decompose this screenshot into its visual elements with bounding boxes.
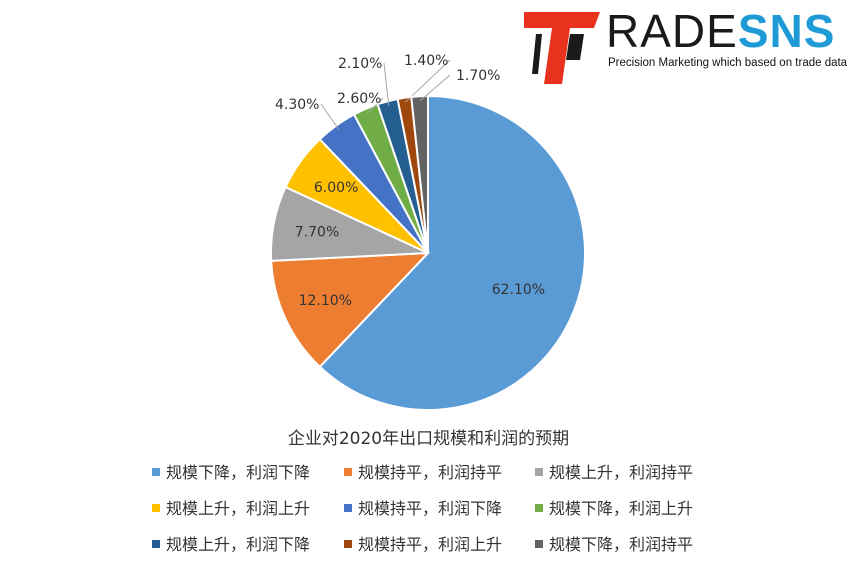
pie-data-label-6: 2.60% [337, 91, 381, 107]
legend-item-4: 规模上升，利润上升 [152, 498, 310, 520]
legend-item-7: 规模上升，利润下降 [152, 534, 310, 556]
legend-item-1: 规模下降，利润下降 [152, 462, 310, 484]
legend-label-8: 规模持平，利润上升 [358, 535, 503, 554]
chart-title: 企业对2020年出口规模和利润的预期 [287, 429, 570, 449]
legend-swatch-7 [152, 539, 160, 548]
legend-swatch-9 [535, 539, 543, 548]
logo-t-mark [524, 12, 600, 84]
legend-item-3: 规模上升，利润持平 [535, 462, 693, 484]
logo-tagline: Precision Marketing which based on trade… [608, 57, 848, 69]
pie-data-label-7: 2.10% [338, 56, 382, 72]
legend-swatch-3 [535, 467, 543, 476]
legend-swatch-1 [152, 467, 160, 476]
pie-leader-line-7 [383, 62, 390, 106]
legend-swatch-4 [152, 503, 160, 512]
pie-leader-line-6 [367, 97, 384, 114]
pie-leader-line-5 [320, 103, 340, 130]
legend-label-1: 规模下降，利润下降 [166, 463, 311, 482]
pie-data-label-1: 62.10% [492, 282, 545, 298]
legend-label-5: 规模持平，利润下降 [358, 499, 503, 518]
legend-label-7: 规模上升，利润下降 [166, 535, 311, 554]
logo-wordmark: RADESNS [606, 6, 835, 56]
pie-data-label-5: 4.30% [275, 97, 319, 113]
pie-leader-line-9 [419, 74, 451, 102]
pie-data-label-2: 12.10% [299, 293, 352, 309]
legend-swatch-2 [344, 467, 352, 476]
legend-item-6: 规模下降，利润上升 [535, 498, 693, 520]
legend-label-4: 规模上升，利润上升 [166, 499, 311, 518]
legend-item-9: 规模下降，利润持平 [535, 534, 693, 556]
pie-data-label-9: 1.70% [456, 68, 500, 84]
pie-data-label-8: 1.40% [404, 53, 448, 69]
legend-label-6: 规模下降，利润上升 [549, 499, 694, 518]
pie-data-label-3: 7.70% [295, 224, 339, 240]
legend-label-3: 规模上升，利润持平 [549, 463, 694, 482]
pie-slice-9 [410, 94, 429, 254]
legend-item-2: 规模持平，利润持平 [344, 462, 502, 484]
legend-item-5: 规模持平，利润下降 [344, 498, 502, 520]
legend-label-2: 规模持平，利润持平 [358, 463, 503, 482]
logo-brand-part1: RADE [606, 5, 738, 57]
legend-item-8: 规模持平，利润上升 [344, 534, 502, 556]
legend-label-9: 规模下降，利润持平 [549, 535, 694, 554]
logo-brand-part2: SNS [737, 5, 836, 57]
legend-swatch-5 [344, 503, 352, 512]
pie-slice-1 [318, 94, 586, 411]
pie-leader-line-8 [404, 59, 451, 103]
legend-swatch-6 [535, 503, 543, 512]
tradesns-logo: RADESNS Precision Marketing which based … [522, 4, 855, 86]
pie-data-label-4: 6.00% [314, 180, 358, 196]
legend-swatch-8 [344, 539, 352, 548]
pie-slice-2 [270, 251, 431, 369]
